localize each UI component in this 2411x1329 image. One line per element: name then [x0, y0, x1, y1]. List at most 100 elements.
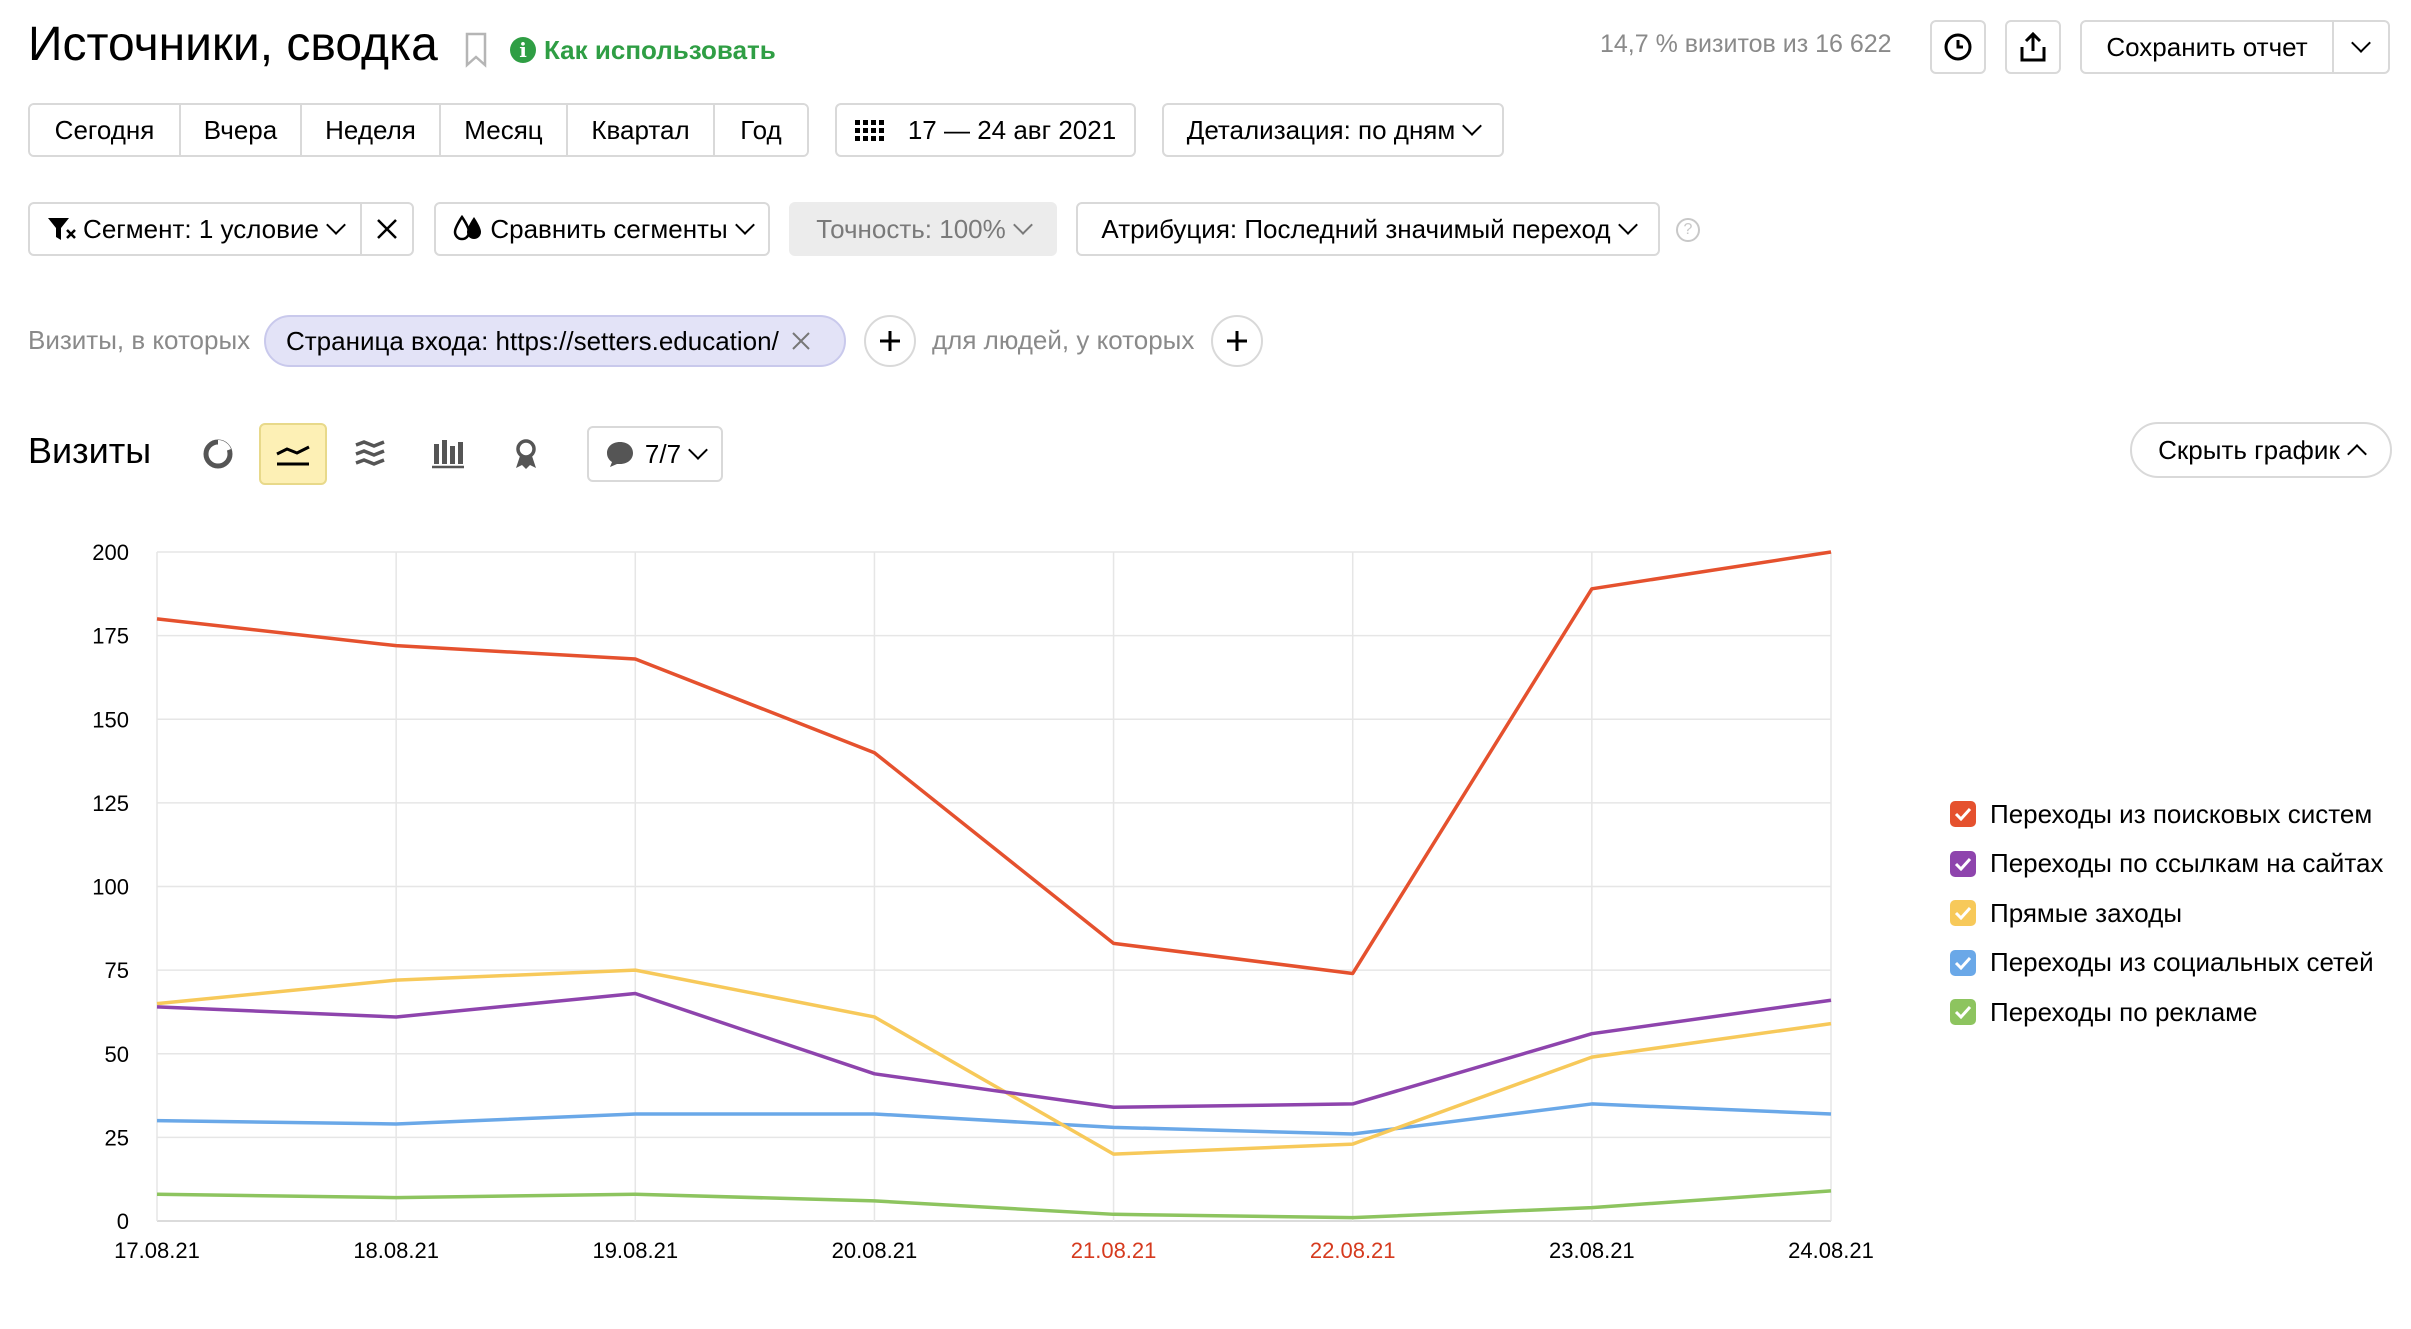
y-tick-label: 175: [92, 624, 129, 649]
x-tick-label: 19.08.21: [592, 1238, 678, 1263]
y-tick-label: 150: [92, 707, 129, 732]
date-range-label: 17 — 24 авг 2021: [907, 114, 1117, 145]
legend-label: Переходы из социальных сетей: [1990, 947, 2374, 977]
history-button[interactable]: [1930, 20, 1986, 74]
info-icon: i: [510, 37, 536, 63]
chart-type-line[interactable]: [259, 423, 327, 485]
chart-type-pie[interactable]: [196, 432, 240, 476]
save-report-dropdown[interactable]: [2334, 22, 2388, 72]
period-week[interactable]: Неделя: [302, 105, 441, 155]
chevron-down-icon: [734, 215, 755, 235]
series-line: [156, 1189, 1832, 1220]
share-icon: [2020, 31, 2046, 62]
export-button[interactable]: [2005, 20, 2061, 74]
people-condition-label: для людей, у которых: [932, 325, 1195, 355]
attribution-dropdown[interactable]: Атрибуция: Последний значимый переход: [1076, 202, 1660, 256]
save-report-button[interactable]: Сохранить отчет: [2082, 22, 2334, 72]
help-link-label: Как использовать: [544, 34, 776, 65]
chart-type-area[interactable]: [348, 432, 392, 476]
y-tick-label: 100: [92, 875, 129, 900]
legend-item[interactable]: Переходы по рекламе: [1950, 994, 2258, 1030]
series-line: [156, 968, 1832, 1156]
chart-type-map[interactable]: [504, 432, 548, 476]
series-line: [156, 550, 1832, 976]
chart-type-bars[interactable]: [426, 432, 470, 476]
y-tick-label: 200: [92, 540, 129, 565]
compare-segments-label: Сравнить сегменты: [490, 213, 728, 244]
detail-label: Детализация: по дням: [1186, 114, 1456, 145]
checkbox-icon: [1950, 949, 1976, 976]
drops-icon: [454, 214, 482, 241]
chevron-down-icon: [688, 440, 708, 460]
visits-line-chart: 0 25 50 75 100 125 150 175 200 17.08.21 18.08.21 19…: [92, 540, 1874, 1263]
x-tick-label: 24.08.21: [1788, 1238, 1874, 1263]
checkbox-icon: [1950, 850, 1976, 877]
close-icon: [377, 219, 397, 239]
period-month[interactable]: Месяц: [441, 105, 568, 155]
comment-icon: [606, 442, 633, 467]
y-tick-label: 125: [92, 791, 129, 816]
chevron-down-icon: [1617, 215, 1638, 235]
filter-icon: [48, 218, 76, 240]
date-range-button[interactable]: 17 — 24 авг 2021: [835, 103, 1136, 157]
period-yesterday[interactable]: Вчера: [181, 105, 302, 155]
accuracy-dropdown[interactable]: Точность: 100%: [789, 202, 1057, 256]
segment-dropdown[interactable]: Сегмент: 1 условие: [30, 204, 362, 254]
close-icon[interactable]: [791, 331, 811, 351]
plus-icon: [880, 331, 900, 351]
clock-icon: [1944, 33, 1972, 61]
legend-item[interactable]: Переходы из социальных сетей: [1950, 945, 2374, 981]
pie-chart-icon: [203, 439, 233, 469]
hide-chart-button[interactable]: Скрыть график: [2130, 422, 2392, 478]
plus-icon: [1227, 331, 1247, 351]
annotations-dropdown[interactable]: 7/7: [587, 426, 723, 482]
segment-clear-button[interactable]: [362, 204, 412, 254]
chevron-down-icon: [2351, 33, 2371, 53]
detail-dropdown[interactable]: Детализация: по дням: [1162, 103, 1504, 157]
legend-label: Переходы из поисковых систем: [1990, 798, 2373, 829]
map-pin-icon: [516, 439, 536, 469]
page-title: Источники, сводка: [28, 18, 438, 71]
save-report-group: Сохранить отчет: [2080, 20, 2390, 74]
chevron-down-icon: [1012, 215, 1033, 235]
add-people-condition-button[interactable]: [1211, 315, 1263, 367]
segment-label: Сегмент: 1 условие: [83, 213, 319, 244]
condition-chip-label: Страница входа: https://setters.educatio…: [286, 325, 779, 356]
x-tick-label: 17.08.21: [114, 1238, 200, 1263]
y-tick-label: 0: [117, 1209, 129, 1234]
segment-group: Сегмент: 1 условие: [28, 202, 414, 256]
sample-info: 14,7 % визитов из 16 622: [1600, 30, 1892, 58]
question-icon[interactable]: ?: [1676, 218, 1700, 242]
checkbox-icon: [1950, 801, 1976, 827]
legend-item[interactable]: Переходы из поисковых систем: [1950, 796, 2372, 832]
x-tick-label: 23.08.21: [1549, 1238, 1635, 1263]
legend-label: Переходы по ссылкам на сайтах: [1990, 848, 2384, 878]
y-tick-label: 50: [105, 1042, 129, 1067]
chevron-down-icon: [1462, 116, 1483, 136]
legend-item[interactable]: Прямые заходы: [1950, 895, 2182, 931]
period-year[interactable]: Год: [715, 105, 807, 155]
bar-chart-icon: [432, 440, 464, 469]
compare-segments-dropdown[interactable]: Сравнить сегменты: [434, 202, 770, 256]
checkbox-icon: [1950, 900, 1976, 926]
legend-label: Прямые заходы: [1990, 897, 2183, 928]
line-chart-icon: [276, 445, 310, 466]
period-today[interactable]: Сегодня: [30, 105, 181, 155]
x-tick-label: 22.08.21: [1310, 1238, 1396, 1263]
bookmark-icon[interactable]: [464, 32, 488, 68]
condition-prefix: Визиты, в которых: [28, 325, 251, 355]
chart-title: Визиты: [28, 430, 152, 471]
calendar-icon: [854, 119, 884, 141]
x-tick-label: 20.08.21: [832, 1238, 918, 1263]
hide-chart-label: Скрыть график: [2158, 434, 2340, 465]
y-tick-label: 25: [105, 1125, 129, 1150]
attribution-label: Атрибуция: Последний значимый переход: [1101, 213, 1611, 244]
chevron-up-icon: [2346, 444, 2367, 464]
period-quarter[interactable]: Квартал: [568, 105, 715, 155]
help-link[interactable]: i Как использовать: [510, 33, 776, 67]
add-condition-button[interactable]: [864, 315, 916, 367]
legend-item[interactable]: Переходы по ссылкам на сайтах: [1950, 846, 2383, 882]
chevron-down-icon: [326, 215, 346, 235]
area-chart-icon: [355, 440, 385, 466]
condition-chip[interactable]: Страница входа: https://setters.educatio…: [264, 315, 846, 367]
